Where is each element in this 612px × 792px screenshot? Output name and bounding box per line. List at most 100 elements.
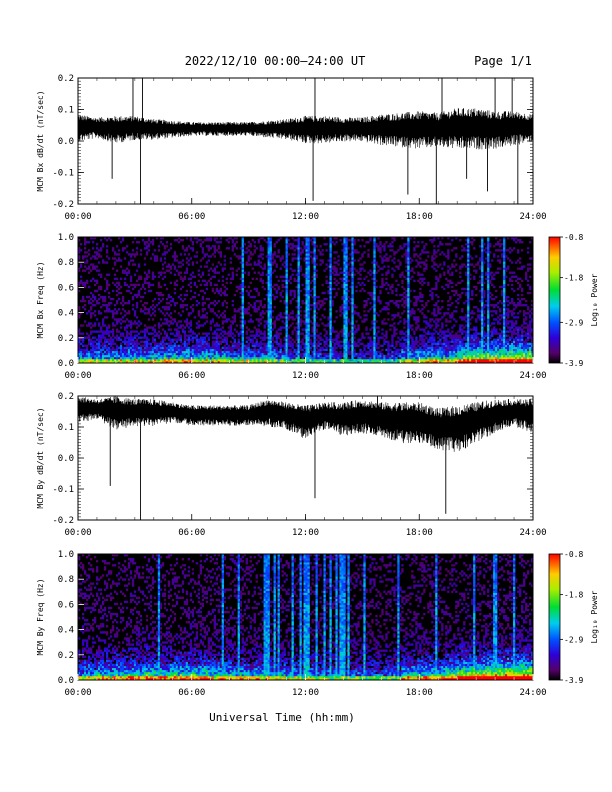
spectrogram-cell xyxy=(251,277,254,280)
spectrogram-cell xyxy=(207,348,211,352)
spectrogram-cell xyxy=(163,342,167,346)
spectrogram-cell xyxy=(301,241,304,244)
spectrogram-cell xyxy=(201,289,205,293)
spectrogram-cell xyxy=(285,342,288,346)
spectrogram-cell xyxy=(305,338,308,341)
spectrogram-cell xyxy=(173,273,177,276)
spectrogram-cell xyxy=(269,322,272,325)
spectrogram-cell xyxy=(345,316,348,319)
spectrogram-cell xyxy=(325,340,328,343)
spectrogram-cell xyxy=(297,297,300,301)
spectrogram-cell xyxy=(185,354,189,358)
spectrogram-cell xyxy=(359,350,362,354)
spectrogram-cell xyxy=(423,277,426,280)
spectrogram-cell xyxy=(87,350,91,354)
spectrogram-cell xyxy=(129,330,133,333)
spectrogram-cell xyxy=(383,322,386,325)
spectrogram-cell xyxy=(403,306,406,309)
spectrogram-cell xyxy=(397,283,400,287)
spectrogram-cell xyxy=(121,320,125,323)
spectrogram-cell xyxy=(351,356,354,360)
spectrogram-cell xyxy=(111,281,115,285)
spectrogram-cell xyxy=(425,265,428,268)
spectrogram-cell xyxy=(325,332,328,335)
spectrogram-cell xyxy=(409,289,412,293)
spectrogram-cell xyxy=(369,352,372,356)
spectrogram-cell xyxy=(187,330,191,333)
spectrogram-cell xyxy=(181,360,185,364)
spectrogram-cell xyxy=(249,253,252,256)
spectrogram-cell xyxy=(421,336,424,339)
spectrogram-cell xyxy=(209,237,213,240)
spectrogram-cell xyxy=(241,237,244,240)
spectrogram-cell xyxy=(179,334,183,337)
spectrogram-cell xyxy=(107,326,111,329)
spectrogram-cell xyxy=(323,342,326,346)
spectrogram-cell xyxy=(395,265,398,268)
spectrogram-cell xyxy=(393,326,396,329)
spectrogram-cell xyxy=(251,267,254,270)
spectrogram-cell xyxy=(313,291,316,295)
spectrogram-cell xyxy=(279,338,282,341)
spectrogram-cell xyxy=(161,237,165,240)
spectrogram-cell xyxy=(229,320,232,323)
spectrogram-cell xyxy=(171,300,175,303)
spectrogram-cell xyxy=(173,302,177,305)
spectrogram-cell xyxy=(131,322,135,325)
spectrogram-cell xyxy=(149,332,153,335)
spectrogram-cell xyxy=(377,297,380,301)
spectrogram-cell xyxy=(241,328,244,331)
spectrogram-cell xyxy=(419,261,422,264)
spectrogram-cell xyxy=(131,330,135,333)
spectrogram-cell xyxy=(177,350,181,354)
spectrogram-cell xyxy=(339,340,342,343)
spectrogram-cell xyxy=(183,356,187,360)
spectrogram-cell xyxy=(103,336,107,339)
spectrogram-cell xyxy=(269,239,272,242)
spectrogram-cell xyxy=(187,336,191,339)
spectrogram-cell xyxy=(141,344,145,348)
spectrogram-cell xyxy=(113,342,117,346)
spectrogram-cell xyxy=(80,263,83,266)
spectrogram-cell xyxy=(325,267,328,270)
spectrogram-cell xyxy=(163,350,167,354)
spectrogram-cell xyxy=(267,253,270,256)
spectrogram-cell xyxy=(259,346,262,350)
spectrogram-cell xyxy=(99,354,103,358)
spectrogram-cell xyxy=(327,285,330,289)
spectrogram-cell xyxy=(343,350,346,354)
spectrogram-cell xyxy=(405,320,408,323)
spectrogram-cell xyxy=(389,328,392,331)
spectrogram-cell xyxy=(131,350,135,354)
spectrogram-cell xyxy=(131,253,135,256)
spectrogram-cell xyxy=(173,344,177,348)
spectrogram-cell xyxy=(211,354,215,358)
spectrogram-cell xyxy=(341,352,344,356)
spectrogram-cell xyxy=(291,297,294,301)
spectrogram-cell xyxy=(373,293,376,297)
spectrogram-cell xyxy=(177,261,181,264)
spectrogram-cell xyxy=(309,354,312,358)
spectrogram-cell xyxy=(347,300,350,303)
spectrogram-cell xyxy=(425,348,428,352)
spectrogram-cell xyxy=(297,275,300,278)
spectrogram-cell xyxy=(341,354,344,358)
spectrogram-cell xyxy=(393,237,396,240)
spectrogram-cell xyxy=(225,348,228,352)
spectrogram-cell xyxy=(105,251,109,254)
spectrogram-cell xyxy=(399,247,402,250)
spectrogram-cell xyxy=(289,302,292,305)
spectrogram-cell xyxy=(139,310,143,313)
spectrogram-cell xyxy=(111,322,115,325)
spectrogram-cell xyxy=(177,338,181,341)
spectrogram-cell xyxy=(171,344,175,348)
spectrogram-cell xyxy=(253,336,256,339)
spectrogram-cell xyxy=(87,324,91,327)
spectrogram-cell xyxy=(155,257,159,260)
spectrogram-cell xyxy=(99,330,103,333)
spectrogram-cell xyxy=(375,279,378,283)
spectrogram-cell xyxy=(205,283,209,287)
spectrogram-cell xyxy=(423,316,426,319)
spectrogram-cell xyxy=(157,293,161,297)
spectrogram-cell xyxy=(247,285,250,289)
